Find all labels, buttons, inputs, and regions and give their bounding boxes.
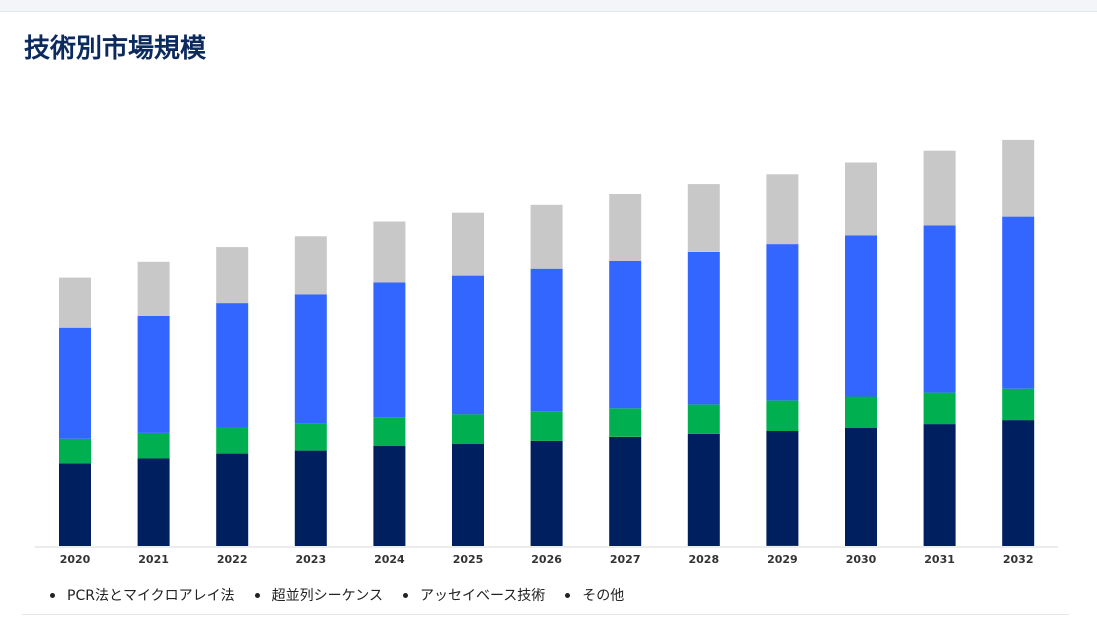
bar-segment-2026-3 <box>530 204 563 269</box>
bar-segment-2029-0 <box>766 430 799 546</box>
bar-segment-2031-1 <box>923 392 956 425</box>
bar-segment-2021-2 <box>137 315 170 433</box>
bullet-icon <box>254 592 260 598</box>
bar-segment-2030-3 <box>845 162 877 236</box>
legend-label: その他 <box>582 588 625 604</box>
bar-segment-2020-3 <box>59 277 91 328</box>
legend-label: PCR法とマイクロアレイ法 <box>67 588 235 604</box>
stacked-bar-chart: 2020 2021 2022 2023 2024 2025 2026 2027 2028 2029… <box>35 139 1058 566</box>
x-tick-label: 2031 <box>924 553 955 566</box>
bar-segment-2026-0 <box>530 440 563 546</box>
bar-segment-2020-0 <box>59 463 91 546</box>
bar-segment-2032-1 <box>1002 388 1035 421</box>
x-tick-label: 2029 <box>767 553 798 566</box>
bar-segment-2027-0 <box>609 436 642 546</box>
legend-label: 超並列シーケンス <box>271 588 383 604</box>
bar-segment-2025-3 <box>452 212 484 276</box>
bar-segment-2026-1 <box>530 411 563 441</box>
x-tick-label: 2028 <box>688 553 719 566</box>
x-tick-label: 2030 <box>846 553 877 566</box>
x-tick-label: 2027 <box>610 553 641 566</box>
bar-segment-2021-0 <box>137 458 170 546</box>
bullet-icon <box>50 592 55 598</box>
x-tick-label: 2022 <box>217 553 248 566</box>
bar-segment-2028-2 <box>687 252 720 405</box>
bar-segment-2020-1 <box>59 438 91 464</box>
bar-segment-2030-2 <box>845 235 877 397</box>
bar-segment-2025-1 <box>452 414 484 444</box>
bar-segment-2023-3 <box>294 236 327 295</box>
bar-segment-2025-2 <box>452 275 484 415</box>
bar-segment-2032-0 <box>1002 420 1035 546</box>
bar-segment-2026-2 <box>530 268 563 412</box>
bar-segment-2029-1 <box>766 400 799 431</box>
bar-segment-2023-2 <box>294 294 327 424</box>
x-tick-layer: 2020 2021 2022 2023 2024 2025 2026 2027 2028 2029… <box>60 553 1034 566</box>
bar-segment-2022-2 <box>216 303 249 427</box>
bullet-icon <box>565 592 571 598</box>
bar-segment-2024-3 <box>373 221 406 283</box>
x-tick-label: 2032 <box>1003 553 1034 566</box>
bar-segment-2021-1 <box>137 432 170 459</box>
page-title: 技術別市場規模 <box>24 34 207 64</box>
bar-segment-2022-3 <box>216 247 249 304</box>
bar-segment-2032-2 <box>1002 216 1035 389</box>
bar-segment-2031-0 <box>923 424 956 546</box>
x-tick-label: 2026 <box>531 553 562 566</box>
bar-segment-2029-3 <box>766 174 799 245</box>
x-tick-label: 2025 <box>453 553 484 566</box>
bullet-icon <box>402 592 408 598</box>
bar-segment-2031-2 <box>923 225 956 393</box>
x-tick-label: 2021 <box>138 553 169 566</box>
bars-layer <box>59 139 1035 546</box>
x-tick-label: 2023 <box>295 553 326 566</box>
bar-segment-2023-0 <box>294 450 327 546</box>
bar-segment-2029-2 <box>766 244 799 401</box>
bar-segment-2024-2 <box>373 282 406 418</box>
legend-item: その他 <box>565 585 624 605</box>
chart-legend: PCR法とマイクロアレイ法 超並列シーケンス アッセイベース技術 その他 <box>50 585 624 605</box>
bar-segment-2031-3 <box>923 150 956 226</box>
bar-segment-2030-0 <box>845 428 877 546</box>
bar-segment-2028-3 <box>687 184 720 252</box>
bar-segment-2021-3 <box>137 261 170 316</box>
bar-segment-2025-0 <box>452 443 484 546</box>
legend-item: アッセイベース技術 <box>402 585 546 605</box>
bar-segment-2022-1 <box>216 427 249 454</box>
bar-segment-2027-3 <box>609 194 642 261</box>
bar-segment-2030-1 <box>845 396 877 428</box>
bar-segment-2022-0 <box>216 453 249 546</box>
legend-item: 超並列シーケンス <box>254 585 383 605</box>
bar-segment-2020-2 <box>59 327 91 439</box>
divider <box>22 614 1069 615</box>
legend-item: PCR法とマイクロアレイ法 <box>50 585 235 605</box>
bar-segment-2028-0 <box>687 433 720 546</box>
legend-label: アッセイベース技術 <box>419 588 546 604</box>
bar-segment-2027-2 <box>609 260 642 409</box>
x-tick-label: 2024 <box>374 553 405 566</box>
bar-segment-2032-3 <box>1002 139 1035 217</box>
bar-segment-2028-1 <box>687 404 720 434</box>
bar-segment-2024-1 <box>373 417 406 446</box>
x-tick-label: 2020 <box>60 553 91 566</box>
bar-segment-2024-0 <box>373 445 406 546</box>
bar-segment-2027-1 <box>609 408 642 437</box>
bar-segment-2023-1 <box>294 423 327 451</box>
